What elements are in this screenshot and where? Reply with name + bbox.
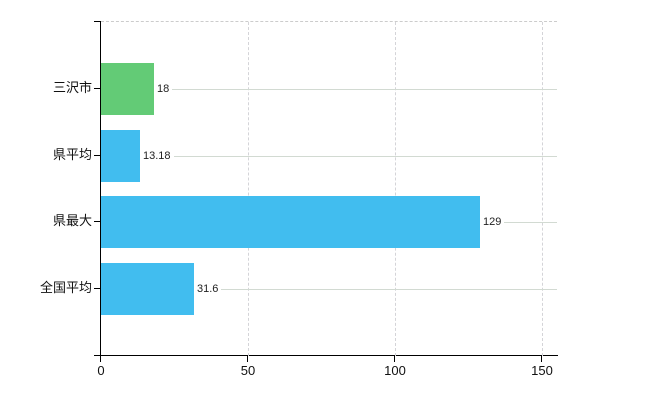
x-axis-tick [247, 355, 248, 362]
bar-value-label: 129 [480, 215, 505, 229]
bar [101, 196, 480, 248]
bar-value-label: 13.18 [140, 149, 174, 163]
y-axis-tick [94, 221, 101, 222]
bar-value-label: 31.6 [194, 282, 222, 296]
horizontal-gridline [101, 156, 557, 157]
vertical-gridline [248, 22, 249, 356]
x-axis-tick [541, 355, 542, 362]
x-tick-label: 50 [240, 363, 256, 378]
y-axis-line [100, 21, 101, 355]
vertical-gridline [542, 22, 543, 356]
x-tick-label: 150 [531, 363, 553, 378]
horizontal-gridline [101, 89, 557, 90]
category-label: 県最大 [52, 213, 92, 228]
y-axis-tick [94, 21, 101, 22]
x-axis-tick [100, 355, 101, 362]
x-axis-line [94, 355, 558, 356]
category-label: 県平均 [52, 147, 92, 162]
category-label: 三沢市 [52, 80, 92, 95]
y-axis-tick [94, 155, 101, 156]
bar [101, 263, 194, 315]
x-axis-tick [394, 355, 395, 362]
x-tick-label: 0 [97, 363, 105, 378]
plot-area: 18 13.18 129 31.6 [101, 21, 557, 356]
x-tick-label: 100 [384, 363, 406, 378]
bar [101, 63, 154, 115]
category-label: 全国平均 [39, 280, 92, 295]
bar [101, 130, 140, 182]
y-axis-tick [94, 88, 101, 89]
bar-value-label: 18 [154, 82, 173, 96]
horizontal-gridline [101, 289, 557, 290]
y-axis-tick [94, 288, 101, 289]
vertical-gridline [395, 22, 396, 356]
